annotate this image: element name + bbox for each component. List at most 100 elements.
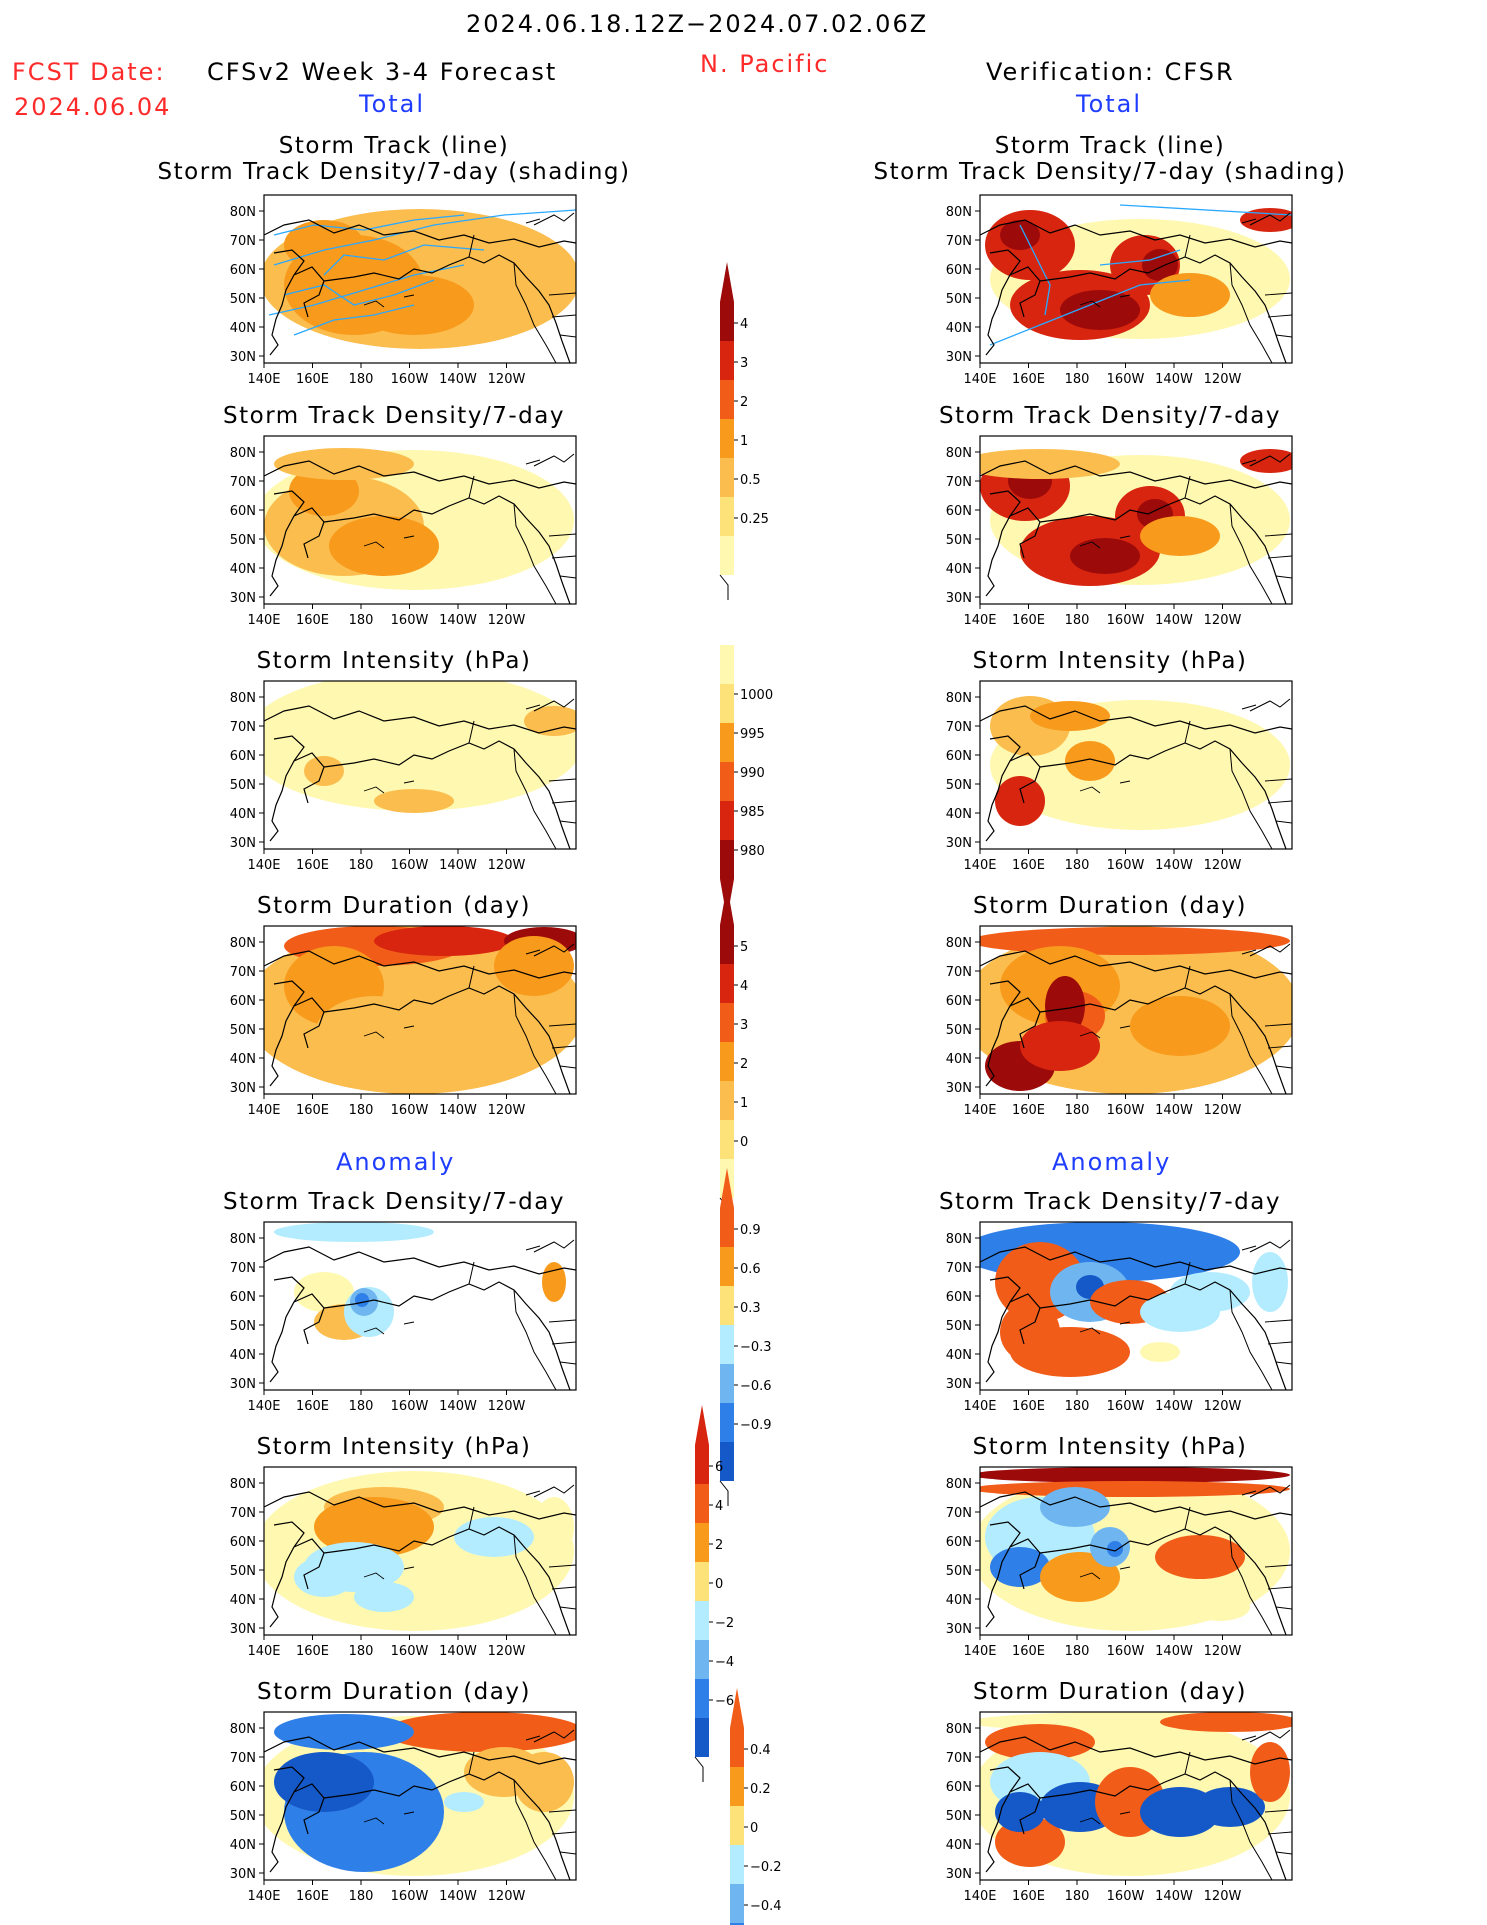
lon-tick-label: 160E — [296, 1644, 329, 1659]
lon-tick-label: 160W — [1107, 372, 1145, 387]
lat-tick-label: 40N — [946, 807, 972, 822]
forecast-title: CFSv2 Week 3-4 Forecast — [207, 58, 558, 86]
lat-tick-label: 70N — [230, 965, 256, 980]
map-panel-densV: 80N 70N 60N 50N 40N 30N 140E 160E 180 160W 140W 120… — [946, 435, 1293, 628]
lon-tick-label: 140W — [439, 1889, 477, 1904]
lon-tick-label: 140W — [439, 1103, 477, 1118]
panel-title-duration-anom-left: Storm Duration (day) — [257, 1679, 531, 1705]
colorbar-label: 6 — [715, 1460, 723, 1475]
colorbar-intensity-anom: 6 4 2 0 −2 −4 −6 — [694, 1405, 734, 1782]
lon-tick-label: 160W — [1107, 1889, 1145, 1904]
lat-tick-label: 50N — [946, 533, 972, 548]
colorbar-segment — [730, 1923, 744, 1925]
colorbar-label: 0.4 — [750, 1743, 771, 1758]
panel-title-intensity-left: Storm Intensity (hPa) — [256, 648, 532, 674]
lat-tick-label: 60N — [946, 1290, 972, 1305]
panel-title-duration-left: Storm Duration (day) — [257, 893, 531, 919]
colorbar-segment — [695, 1601, 709, 1640]
map-frame — [263, 1466, 577, 1636]
lat-tick-label: 60N — [230, 1290, 256, 1305]
lat-tick-label: 80N — [946, 446, 972, 461]
lat-tick-label: 50N — [230, 533, 256, 548]
colorbar-tail — [719, 1480, 729, 1506]
colorbar-segment — [720, 1403, 734, 1442]
colorbar-segment — [720, 1325, 734, 1364]
lon-tick-label: 160E — [1012, 1644, 1045, 1659]
lon-tick-label: 160W — [1107, 858, 1145, 873]
lon-tick-label: 160E — [296, 858, 329, 873]
lon-tick-label: 140E — [247, 858, 280, 873]
shading-region — [524, 706, 576, 736]
lat-tick-label: 80N — [946, 1722, 972, 1737]
colorbar-segment — [695, 1679, 709, 1718]
lat-tick-label: 40N — [946, 1348, 972, 1363]
lat-tick-label: 60N — [946, 994, 972, 1009]
panel-title-track-shading-left: Storm Track Density/7-day (shading) — [157, 159, 631, 185]
colorbar-segment — [720, 1442, 734, 1481]
lon-tick-label: 140E — [247, 613, 280, 628]
lon-tick-label: 180 — [1065, 858, 1090, 873]
shading-region — [494, 936, 574, 996]
lon-tick-label: 160W — [1107, 1644, 1145, 1659]
map-panel-intF: 80N 70N 60N 50N 40N 30N 140E 160E 180 160W 140W 120… — [230, 680, 577, 873]
lat-tick-label: 50N — [946, 1319, 972, 1334]
storm-track-line — [1019, 224, 1051, 316]
colorbar-segment — [730, 1845, 744, 1884]
lat-tick-label: 30N — [946, 836, 972, 851]
panel-title-intensity-anom-left: Storm Intensity (hPa) — [256, 1434, 532, 1460]
lon-tick-label: 120W — [1204, 1399, 1242, 1414]
colorbar-arrow-top — [720, 262, 734, 302]
shading-region — [985, 1724, 1095, 1760]
colorbar-label: 4 — [715, 1499, 723, 1514]
lat-tick-label: 40N — [230, 1348, 256, 1363]
map-panel-trackF: 80N 70N 60N 50N 40N 30N 140E 160E 180 160W 140W 120… — [230, 194, 577, 387]
lat-tick-label: 60N — [946, 504, 972, 519]
colorbar-segment — [695, 1718, 709, 1757]
colorbar-segment — [720, 419, 734, 458]
lat-tick-label: 30N — [946, 1377, 972, 1392]
lat-tick-label: 60N — [230, 1780, 256, 1795]
colorbar-label: 990 — [740, 766, 765, 781]
lon-tick-label: 120W — [488, 858, 526, 873]
shading-region — [980, 927, 1290, 955]
shading-region — [274, 448, 414, 480]
colorbar-label: 0.9 — [740, 1223, 761, 1238]
shading-region — [1000, 220, 1040, 250]
lon-tick-label: 160W — [1107, 613, 1145, 628]
map-frame — [263, 1711, 577, 1881]
lat-tick-label: 70N — [946, 965, 972, 980]
lat-tick-label: 30N — [230, 591, 256, 606]
lat-tick-label: 70N — [230, 475, 256, 490]
shading-region — [1160, 1712, 1292, 1732]
lon-tick-label: 160E — [296, 1399, 329, 1414]
map-panel-uAnF: 80N 70N 60N 50N 40N 30N 140E 160E 180 160W 140W 120… — [230, 1711, 577, 1904]
shading-region — [354, 1582, 414, 1612]
panel-title-duration-anom-right: Storm Duration (day) — [973, 1679, 1247, 1705]
map-frame — [263, 435, 577, 605]
lat-tick-label: 30N — [946, 1081, 972, 1096]
shading-region — [444, 1792, 484, 1812]
shading-region — [1065, 741, 1115, 781]
lon-tick-label: 160E — [1012, 1399, 1045, 1414]
lat-tick-label: 80N — [946, 205, 972, 220]
lon-tick-label: 160W — [391, 1103, 429, 1118]
map-panel-dAnF: 80N 70N 60N 50N 40N 30N 140E 160E 180 160W 140W 120… — [230, 1221, 577, 1414]
panel-title-intensity-right: Storm Intensity (hPa) — [972, 648, 1248, 674]
lon-tick-label: 160W — [391, 1399, 429, 1414]
shading-region — [355, 1293, 369, 1307]
lat-tick-label: 60N — [946, 1780, 972, 1795]
colorbar-segment — [695, 1445, 709, 1484]
panel-title-track-line-left: Storm Track (line) — [278, 133, 510, 159]
colorbar-segment — [720, 645, 734, 684]
lat-tick-label: 50N — [946, 1809, 972, 1824]
colorbar-segment — [695, 1484, 709, 1523]
colorbar-segment — [720, 723, 734, 762]
colorbar-segment — [720, 1042, 734, 1081]
lat-tick-label: 50N — [230, 1023, 256, 1038]
panel-title-intensity-anom-right: Storm Intensity (hPa) — [972, 1434, 1248, 1460]
colorbar-label: −0.4 — [750, 1899, 782, 1914]
colorbar-segment — [720, 684, 734, 723]
shading-region — [464, 741, 544, 781]
lat-tick-label: 40N — [230, 321, 256, 336]
lon-tick-label: 180 — [349, 613, 374, 628]
